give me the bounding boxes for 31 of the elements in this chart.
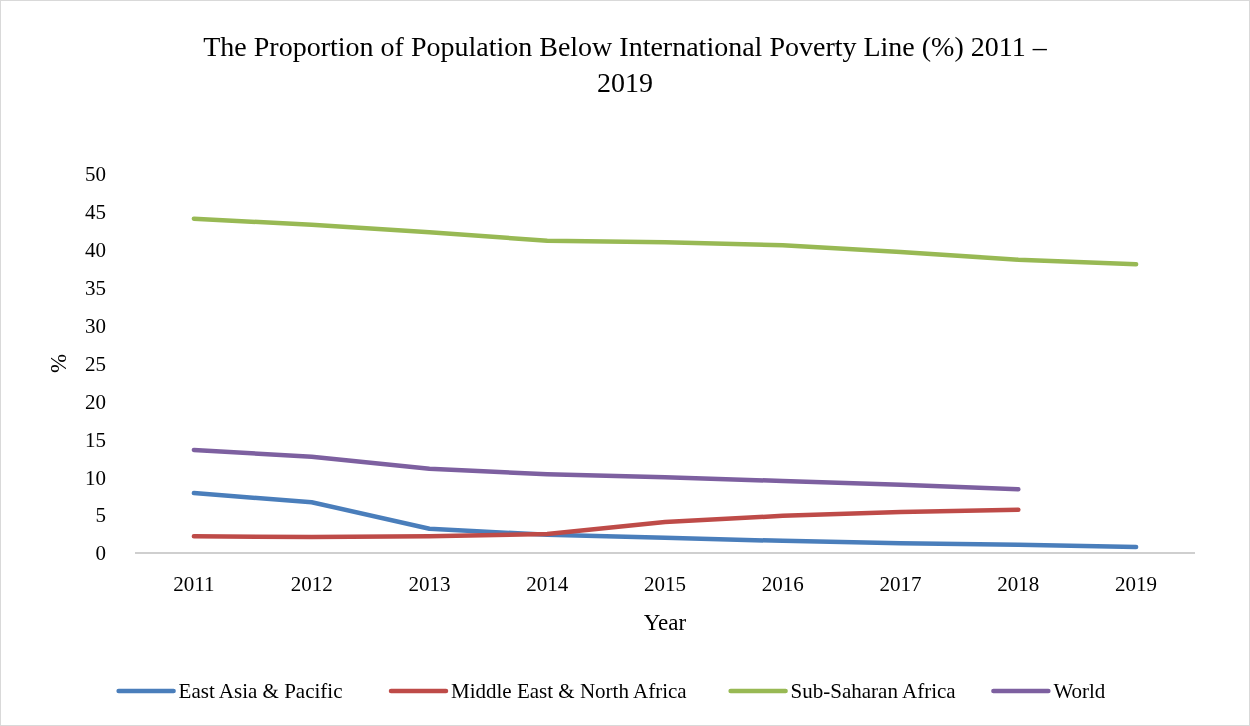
y-tick-label: 30 — [85, 313, 106, 338]
chart-title: The Proportion of Population Below International Poverty Line (%) 2011 – 2019 — [203, 31, 1048, 98]
y-tick-label: 0 — [95, 541, 106, 566]
x-tick-label: 2018 — [997, 572, 1040, 596]
legend-label: Middle East & North Africa — [451, 679, 688, 704]
x-tick-label: 2015 — [644, 572, 686, 596]
x-tick-label: 2014 — [526, 572, 569, 596]
x-tick-label: 2017 — [879, 572, 922, 596]
legend-label: East Asia & Pacific — [178, 679, 343, 704]
x-tick-label: 2011 — [173, 572, 215, 596]
y-tick-label: 15 — [85, 427, 106, 452]
y-tick-label: 40 — [85, 238, 106, 263]
y-tick-label: 10 — [85, 465, 106, 490]
line-series — [191, 490, 1139, 550]
x-tick-label: 2012 — [290, 572, 333, 596]
x-axis-title: Year — [643, 610, 687, 635]
y-axis-title: % — [46, 353, 71, 374]
legend-label: World — [1053, 679, 1106, 704]
x-tick-label: 2016 — [761, 572, 804, 596]
y-tick-label: 45 — [85, 200, 106, 225]
y-tick-label: 35 — [85, 276, 106, 301]
legend-label: Sub-Saharan Africa — [790, 679, 957, 704]
y-tick-label: 25 — [85, 351, 106, 376]
y-tick-label: 20 — [85, 389, 106, 414]
line-series — [191, 507, 1021, 540]
y-tick-label: 50 — [85, 162, 106, 187]
x-tick-label: 2013 — [408, 572, 451, 596]
y-tick-label: 5 — [95, 503, 106, 528]
line-series — [191, 216, 1139, 267]
x-tick-label: 2019 — [1115, 572, 1158, 596]
line-series — [191, 447, 1021, 492]
